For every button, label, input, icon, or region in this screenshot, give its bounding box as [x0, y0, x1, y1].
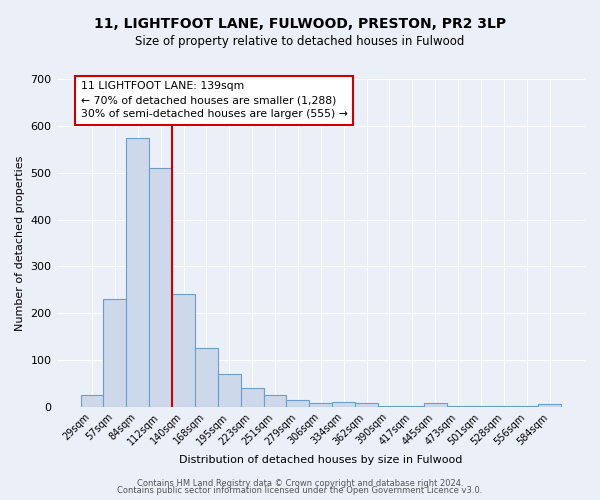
Bar [515, 406, 538, 407]
Bar [241, 388, 263, 407]
Bar [401, 406, 424, 407]
Bar [80, 395, 103, 407]
Bar [355, 403, 378, 407]
Bar [424, 403, 446, 407]
Bar [538, 404, 561, 407]
Text: Contains public sector information licensed under the Open Government Licence v3: Contains public sector information licen… [118, 486, 482, 495]
Bar [218, 374, 241, 407]
Bar [469, 406, 493, 407]
Text: Contains HM Land Registry data © Crown copyright and database right 2024.: Contains HM Land Registry data © Crown c… [137, 478, 463, 488]
Bar [195, 348, 218, 407]
Bar [103, 299, 127, 407]
Bar [378, 406, 401, 407]
Text: 11, LIGHTFOOT LANE, FULWOOD, PRESTON, PR2 3LP: 11, LIGHTFOOT LANE, FULWOOD, PRESTON, PR… [94, 18, 506, 32]
Bar [149, 168, 172, 407]
Text: 11 LIGHTFOOT LANE: 139sqm
← 70% of detached houses are smaller (1,288)
30% of se: 11 LIGHTFOOT LANE: 139sqm ← 70% of detac… [80, 82, 347, 120]
X-axis label: Distribution of detached houses by size in Fulwood: Distribution of detached houses by size … [179, 455, 463, 465]
Bar [172, 294, 195, 407]
Text: Size of property relative to detached houses in Fulwood: Size of property relative to detached ho… [136, 35, 464, 48]
Bar [286, 400, 310, 407]
Bar [332, 402, 355, 407]
Bar [446, 406, 469, 407]
Y-axis label: Number of detached properties: Number of detached properties [15, 156, 25, 330]
Bar [310, 402, 332, 407]
Bar [127, 138, 149, 407]
Bar [263, 395, 286, 407]
Bar [493, 406, 515, 407]
